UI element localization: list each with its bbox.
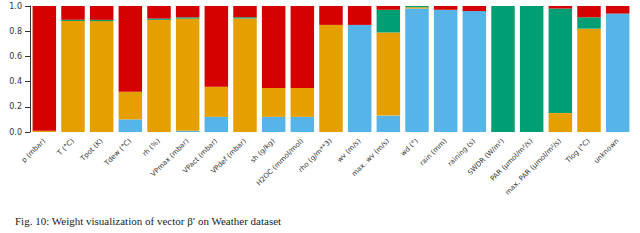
svg-text:VPdef (mbar): VPdef (mbar) — [209, 137, 248, 176]
svg-text:0.8: 0.8 — [9, 27, 22, 36]
svg-text:Tpot (K): Tpot (K) — [78, 137, 104, 163]
svg-text:rh (%): rh (%) — [141, 137, 162, 158]
svg-text:Tdew (°C): Tdew (°C) — [102, 137, 133, 168]
svg-text:SWDR (W/m²): SWDR (W/m²) — [466, 137, 506, 177]
svg-text:sh (g/kg): sh (g/kg) — [249, 137, 277, 165]
svg-text:H2OC (mmol/mol): H2OC (mmol/mol) — [255, 137, 305, 187]
svg-text:Fig. 10: Weight visualization: Fig. 10: Weight visualization of vector … — [15, 215, 281, 227]
svg-text:raining (s): raining (s) — [446, 137, 478, 168]
svg-text:VPact (mbar): VPact (mbar) — [181, 137, 220, 176]
svg-text:0.0: 0.0 — [9, 128, 22, 137]
svg-text:1.0: 1.0 — [9, 2, 22, 11]
svg-text:T (°C): T (°C) — [55, 137, 76, 158]
svg-text:unknown: unknown — [592, 137, 620, 165]
svg-text:p (mbar): p (mbar) — [20, 137, 47, 164]
svg-text:wv (m/s): wv (m/s) — [335, 137, 362, 164]
svg-text:rain (mm): rain (mm) — [418, 137, 448, 167]
svg-text:0.6: 0.6 — [9, 52, 22, 61]
svg-text:rho (g/m**3): rho (g/m**3) — [297, 137, 334, 174]
svg-text:0.2: 0.2 — [9, 102, 22, 111]
svg-text:0.4: 0.4 — [9, 77, 22, 86]
svg-text:Tlog (°C): Tlog (°C) — [564, 137, 592, 165]
svg-text:VPmax (mbar): VPmax (mbar) — [149, 137, 191, 179]
svg-text:max. PAR (µmol/m²/s): max. PAR (µmol/m²/s) — [504, 137, 564, 197]
svg-text:wd (°): wd (°) — [399, 137, 420, 158]
svg-text:max. wv (m/s): max. wv (m/s) — [350, 137, 391, 178]
